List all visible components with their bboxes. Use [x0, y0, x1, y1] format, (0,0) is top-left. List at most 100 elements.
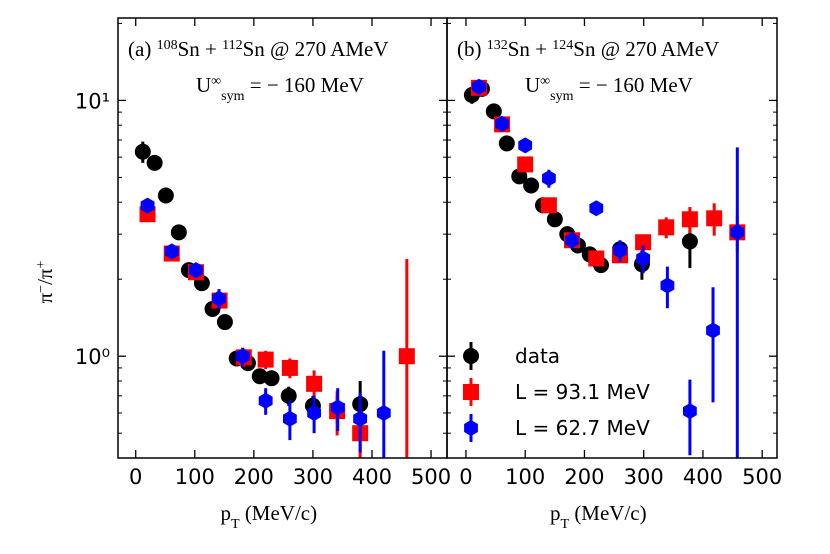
x-tick-label: 400 — [683, 465, 723, 489]
marker — [706, 210, 723, 227]
marker — [134, 143, 151, 160]
marker — [658, 219, 675, 236]
text-part: Sn + — [178, 37, 223, 61]
text-part: = − 160 MeV — [574, 73, 693, 97]
marker — [498, 135, 515, 152]
marker — [660, 277, 675, 294]
marker — [546, 211, 563, 228]
legend-label: data — [515, 344, 560, 368]
text-part: Sn @ 270 AMeV — [243, 37, 389, 61]
x-tick-label: 200 — [564, 465, 604, 489]
text-part: 112 — [222, 38, 242, 53]
text-part: 132 — [487, 38, 508, 53]
marker — [485, 103, 502, 120]
marker — [283, 410, 297, 427]
text-part: 124 — [552, 38, 573, 53]
text-part: ∞ — [211, 74, 221, 89]
marker — [613, 242, 627, 259]
legend: data L = 93.1 MeV L = 62.7 MeV — [463, 342, 650, 442]
legend-label: L = 62.7 MeV — [515, 416, 650, 440]
marker — [251, 368, 268, 385]
x-tick-label: 100 — [505, 465, 545, 489]
text-part: T — [561, 517, 570, 532]
text-part: Sn @ 270 AMeV — [573, 37, 719, 61]
text-part: p — [221, 501, 232, 525]
marker — [157, 187, 174, 204]
text-part: 108 — [157, 38, 178, 53]
marker — [464, 420, 478, 436]
marker — [588, 250, 605, 267]
marker — [170, 224, 187, 241]
text-part: (a) — [128, 37, 157, 61]
marker — [683, 403, 697, 420]
x-axis-label: pT (MeV/c) — [221, 501, 318, 532]
marker — [472, 78, 486, 95]
axes-frame — [446, 17, 778, 459]
text-part: U — [196, 73, 211, 97]
marker — [235, 348, 250, 365]
text-part: = − 160 MeV — [245, 73, 364, 97]
text-part: (b) — [457, 37, 487, 61]
marker — [730, 224, 745, 241]
marker — [189, 262, 203, 279]
text-part: sym — [550, 89, 573, 104]
text-part: (MeV/c) — [569, 501, 647, 525]
marker — [281, 359, 298, 376]
panel-title: (a) 108Sn + 112Sn @ 270 AMeV — [128, 37, 389, 61]
marker — [398, 348, 415, 365]
marker — [517, 156, 534, 173]
marker — [146, 154, 163, 171]
marker — [140, 197, 155, 214]
text-part: /π — [33, 268, 57, 285]
marker — [542, 170, 556, 187]
marker — [540, 197, 557, 214]
y-tick-label: 10¹ — [75, 89, 110, 113]
marker — [518, 137, 533, 154]
x-tick-label: 0 — [129, 465, 142, 489]
x-axis-label: pT (MeV/c) — [550, 501, 647, 532]
panel-subtitle: U∞sym = − 160 MeV — [196, 73, 364, 104]
y-tick-label: 10⁰ — [75, 345, 110, 369]
marker — [306, 375, 323, 392]
marker — [257, 351, 274, 368]
marker — [463, 348, 479, 364]
text-part: − — [34, 285, 49, 293]
marker — [463, 384, 479, 400]
marker — [330, 399, 345, 416]
marker — [589, 200, 604, 217]
y-axis-label: π−/π+ — [33, 260, 57, 303]
panel-title: (b) 132Sn + 124Sn @ 270 AMeV — [457, 37, 719, 61]
marker — [376, 405, 391, 421]
x-tick-label: 400 — [352, 465, 392, 489]
plot-area — [463, 78, 746, 458]
marker — [258, 392, 273, 409]
marker — [307, 405, 321, 421]
marker — [353, 410, 368, 427]
x-tick-label: 300 — [293, 465, 333, 489]
marker — [681, 233, 698, 250]
text-part: p — [550, 501, 561, 525]
text-part: T — [231, 517, 240, 532]
x-tick-label: 200 — [234, 465, 274, 489]
text-part: sym — [221, 89, 244, 104]
marker — [523, 177, 540, 194]
x-tick-label: 500 — [411, 465, 451, 489]
marker — [565, 232, 579, 249]
text-part: (MeV/c) — [240, 501, 318, 525]
x-tick-label: 500 — [742, 465, 782, 489]
text-part: U — [525, 73, 540, 97]
marker — [212, 290, 226, 307]
marker — [706, 322, 720, 339]
marker — [216, 314, 233, 331]
marker — [280, 387, 297, 404]
plot-area — [134, 141, 415, 458]
text-part: ∞ — [540, 74, 550, 89]
marker — [681, 211, 698, 228]
marker — [263, 370, 280, 387]
panel-subtitle: U∞sym = − 160 MeV — [525, 73, 693, 104]
marker — [164, 243, 179, 260]
x-tick-label: 0 — [459, 465, 472, 489]
text-part: Sn + — [508, 37, 553, 61]
x-tick-label: 300 — [624, 465, 664, 489]
marker — [495, 115, 509, 132]
